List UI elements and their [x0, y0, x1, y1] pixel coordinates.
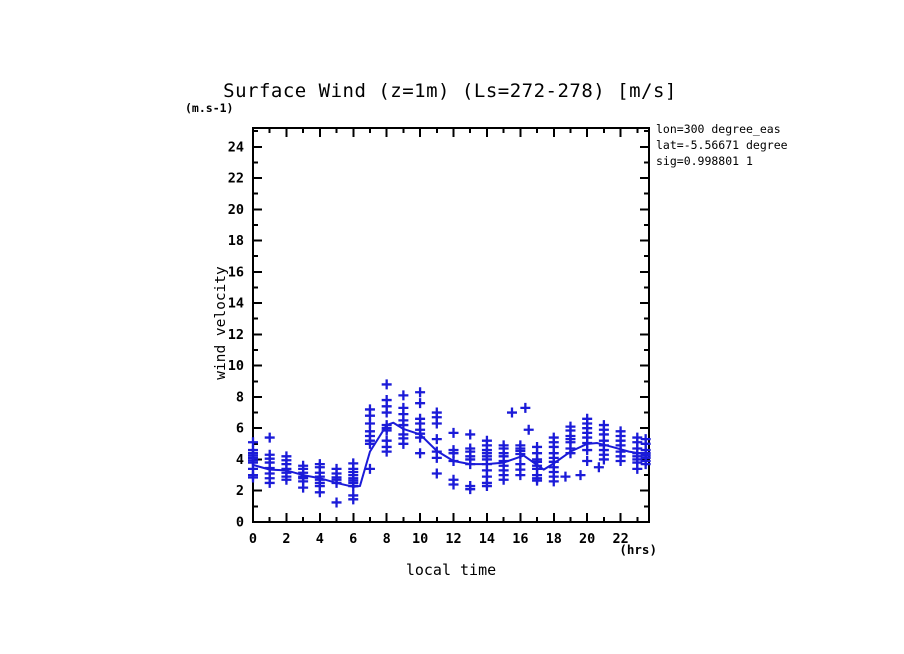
- y-tick-label: 12: [228, 327, 244, 343]
- y-axis-units-label: (m.s-1): [185, 101, 234, 115]
- plus-marker: [364, 463, 375, 474]
- x-tick-label: 2: [282, 531, 290, 547]
- y-tick-label: 10: [228, 358, 244, 374]
- plus-marker: [582, 456, 593, 467]
- plus-marker: [532, 475, 543, 486]
- x-tick-label: 6: [349, 531, 357, 547]
- plus-marker: [598, 454, 609, 465]
- plus-marker: [364, 438, 375, 449]
- x-axis-title: local time: [405, 561, 497, 579]
- y-tick-label: 6: [236, 421, 244, 437]
- plus-marker: [298, 482, 309, 493]
- plus-marker: [248, 472, 258, 483]
- x-tick-label: 0: [249, 531, 257, 547]
- plot-border: [252, 127, 650, 523]
- plus-marker: [575, 470, 586, 481]
- plus-marker: [415, 448, 426, 459]
- x-tick-label: 4: [316, 531, 324, 547]
- plus-marker: [431, 452, 442, 463]
- plus-marker: [615, 456, 626, 467]
- plus-marker: [548, 476, 559, 487]
- y-tick-label: 16: [228, 264, 244, 280]
- axis-ticks: [252, 128, 649, 523]
- plus-marker: [448, 427, 459, 438]
- plus-marker: [481, 481, 492, 492]
- y-tick-label: 4: [236, 452, 244, 468]
- plus-marker: [281, 474, 292, 485]
- x-tick-label: 16: [512, 531, 528, 547]
- plus-marker: [431, 434, 442, 445]
- plus-marker: [381, 407, 392, 418]
- x-tick-label: 14: [479, 531, 495, 547]
- plus-marker: [520, 402, 531, 413]
- plus-marker: [465, 429, 476, 440]
- legend-latitude: lat=-5.56671 degree: [656, 138, 788, 152]
- coordinates-legend: lon=300 degree_eas lat=-5.56671 degree s…: [656, 121, 904, 169]
- plus-marker: [348, 494, 359, 505]
- plus-marker: [515, 470, 526, 481]
- plus-marker: [593, 462, 604, 473]
- plus-marker: [465, 484, 476, 495]
- y-tick-label: 20: [228, 202, 244, 218]
- chart-title: Surface Wind (z=1m) (Ls=272-278) [m/s]: [223, 80, 677, 102]
- plus-marker: [331, 497, 342, 508]
- plus-marker: [381, 379, 392, 390]
- plus-marker: [498, 474, 509, 485]
- y-tick-label: 0: [236, 515, 244, 531]
- plus-marker: [398, 390, 409, 401]
- x-axis-units-label: (hrs): [619, 542, 657, 557]
- x-tick-label: 20: [579, 531, 595, 547]
- plus-marker: [398, 438, 409, 449]
- x-tick-label: 12: [445, 531, 461, 547]
- plus-marker: [640, 459, 651, 470]
- x-tick-label: 8: [383, 531, 391, 547]
- plus-marker: [415, 387, 426, 398]
- plus-marker: [264, 477, 275, 488]
- plus-marker: [264, 432, 275, 443]
- y-tick-label: 18: [228, 233, 244, 249]
- plus-marker: [523, 424, 534, 435]
- y-tick-label: 22: [228, 171, 244, 187]
- plus-marker: [431, 418, 442, 429]
- y-tick-label: 14: [228, 296, 244, 312]
- y-tick-label: 2: [236, 483, 244, 499]
- plus-marker: [381, 446, 392, 457]
- plus-marker: [314, 487, 325, 498]
- y-tick-label: 24: [228, 139, 244, 155]
- plus-marker: [582, 445, 593, 456]
- legend-longitude: lon=300 degree_eas: [656, 122, 781, 136]
- plus-marker: [431, 468, 442, 479]
- x-tick-label: 10: [412, 531, 428, 547]
- plus-marker: [632, 463, 643, 474]
- plus-marker: [415, 398, 426, 409]
- plus-marker: [506, 407, 517, 418]
- legend-sigma: sig=0.998801 1: [656, 154, 753, 168]
- mean-line: [252, 421, 650, 488]
- y-tick-label: 8: [236, 389, 244, 405]
- plus-marker: [448, 479, 459, 490]
- plus-marker: [560, 471, 571, 482]
- x-tick-label: 18: [546, 531, 562, 547]
- x-tick-label: 22: [612, 531, 628, 547]
